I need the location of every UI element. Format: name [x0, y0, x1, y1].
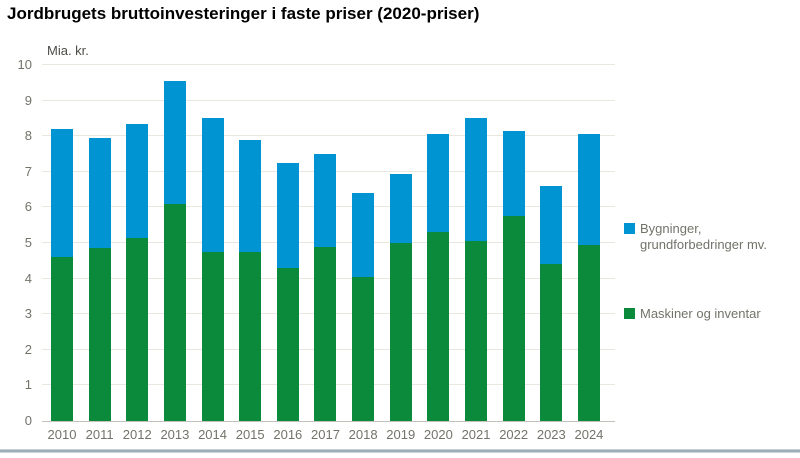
bar-segment-maskiner [51, 257, 73, 421]
legend-item-bygninger: Bygninger, grundforbedringer mv. [624, 221, 767, 253]
bar-segment-bygninger [314, 154, 337, 247]
bar-segment-bygninger [352, 193, 375, 277]
bar-segment-bygninger [51, 129, 73, 258]
y-tick-label: 2 [24, 341, 32, 357]
bar-group [465, 118, 488, 421]
bar-segment-bygninger [126, 123, 149, 238]
y-axis-unit-label: Mia. kr. [47, 43, 89, 58]
bar-group [239, 139, 262, 421]
bar-group [427, 134, 450, 421]
chart-title: Jordbrugets bruttoinvesteringer i faste … [7, 4, 480, 23]
x-tick-label: 2010 [47, 427, 77, 442]
x-tick-label: 2021 [461, 427, 491, 442]
legend-swatch-maskiner-icon [624, 308, 635, 319]
legend-label-line: grundforbedringer mv. [640, 237, 767, 252]
x-tick-label: 2024 [574, 427, 604, 442]
bar-segment-bygninger [465, 118, 488, 242]
bar-segment-maskiner [276, 267, 299, 421]
legend-swatch-bygninger-icon [624, 223, 635, 234]
x-tick-label: 2013 [160, 427, 190, 442]
bar-segment-bygninger [239, 139, 262, 252]
legend-label-line: Maskiner og inventar [640, 306, 761, 321]
y-tick-label: 3 [24, 306, 32, 322]
bar-segment-maskiner [577, 244, 600, 421]
y-tick-label: 9 [24, 92, 32, 108]
bar-segment-bygninger [577, 134, 600, 245]
y-tick-label: 4 [24, 270, 32, 286]
x-tick-label: 2017 [311, 427, 340, 442]
bar-segment-bygninger [163, 81, 186, 204]
bar-group [352, 193, 375, 421]
bar-segment-maskiner [126, 237, 149, 421]
y-tick-label: 0 [24, 413, 32, 428]
y-tick-label: 1 [24, 377, 32, 393]
y-tick-label: 6 [24, 199, 32, 215]
bar-group [163, 81, 186, 421]
y-tick-label: 8 [24, 128, 32, 144]
bar-segment-bygninger [88, 137, 111, 249]
y-tick-label: 5 [24, 235, 32, 250]
bar-segment-bygninger [427, 134, 450, 233]
bar-segment-maskiner [540, 264, 563, 421]
x-tick-label: 2012 [122, 427, 152, 442]
bar-segment-maskiner [201, 251, 224, 421]
gridline [42, 135, 615, 137]
x-tick-label: 2022 [499, 427, 529, 442]
x-tick-label: 2014 [198, 427, 227, 442]
bar-segment-bygninger [201, 118, 224, 252]
x-axis-line [42, 421, 615, 422]
bar-group [276, 162, 299, 421]
bar-group [51, 129, 73, 421]
bar-segment-maskiner [163, 203, 186, 421]
x-tick-label: 2018 [348, 427, 378, 442]
legend-label-line: Bygninger, [640, 221, 702, 236]
bar-segment-maskiner [389, 243, 412, 421]
bar-segment-maskiner [239, 251, 262, 421]
bar-segment-maskiner [465, 241, 488, 421]
bar-segment-maskiner [502, 216, 525, 421]
x-tick-label: 2023 [536, 427, 566, 442]
bar-group [126, 123, 149, 421]
bar-group [201, 118, 224, 421]
x-tick-label: 2011 [85, 427, 114, 442]
bar-group [577, 134, 600, 421]
legend-item-maskiner: Maskiner og inventar [624, 306, 761, 322]
bar-group [88, 137, 111, 421]
y-tick-label: 7 [24, 163, 32, 179]
bar-group [540, 186, 563, 421]
gridline [42, 99, 615, 101]
plot-area [42, 64, 615, 422]
bar-segment-bygninger [540, 186, 563, 265]
bar-segment-bygninger [276, 162, 299, 268]
gridline [42, 64, 615, 65]
bar-segment-maskiner [314, 246, 337, 421]
x-tick-label: 2015 [235, 427, 265, 442]
bar-group [502, 130, 525, 421]
bar-group [389, 173, 412, 421]
x-tick-label: 2020 [423, 427, 453, 442]
x-tick-label: 2019 [386, 427, 416, 442]
bar-segment-maskiner [88, 248, 111, 421]
bar-segment-bygninger [389, 173, 412, 243]
window-bottom-edge [0, 449, 800, 453]
bar-segment-maskiner [427, 232, 450, 421]
bar-segment-maskiner [352, 276, 375, 421]
bar-segment-bygninger [502, 130, 525, 217]
x-tick-label: 2016 [273, 427, 303, 442]
y-tick-label: 10 [17, 57, 32, 72]
bar-group [314, 154, 337, 421]
